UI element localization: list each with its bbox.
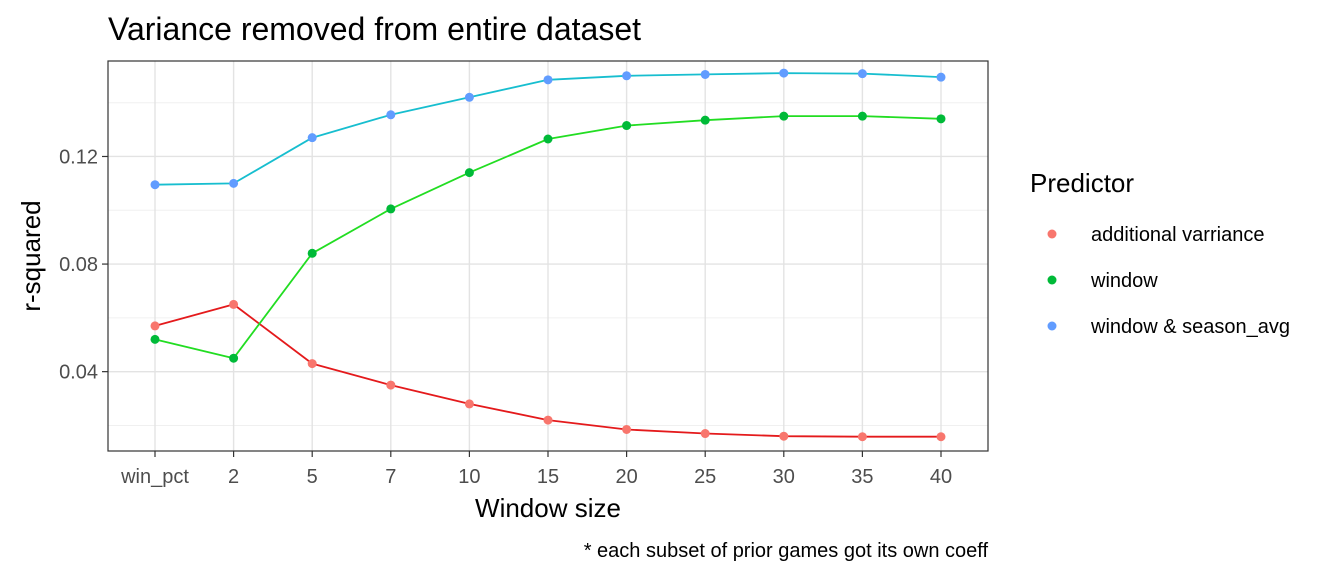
- series-points: [150, 68, 946, 442]
- data-point: [464, 399, 474, 409]
- legend: additional varriance window window & seaso…: [1047, 224, 1290, 338]
- data-point: [779, 111, 789, 121]
- data-point: [936, 432, 946, 442]
- data-point: [543, 134, 553, 144]
- data-point: [857, 432, 867, 442]
- x-tick-label: 2: [228, 466, 239, 488]
- legend-label: window & season_avg: [1090, 316, 1290, 338]
- legend-key: [1047, 229, 1057, 239]
- x-tick-label: 30: [773, 466, 795, 488]
- data-point: [150, 180, 160, 190]
- data-point: [464, 168, 474, 178]
- data-point: [386, 110, 396, 120]
- x-tick-label: 40: [930, 466, 952, 488]
- data-point: [936, 114, 946, 124]
- data-point: [150, 334, 160, 344]
- data-point: [307, 248, 317, 258]
- x-tick-label: 7: [385, 466, 396, 488]
- legend-key: [1047, 275, 1057, 285]
- legend-label: additional varriance: [1091, 224, 1264, 246]
- data-point: [622, 424, 632, 434]
- y-tick-label: 0.04: [59, 362, 98, 384]
- y-axis: 0.04 0.08 0.12: [59, 146, 108, 384]
- data-point: [622, 71, 632, 81]
- data-point: [229, 178, 239, 188]
- x-tick-label: 10: [458, 466, 480, 488]
- legend-title: Predictor: [1030, 168, 1134, 198]
- x-tick-label: win_pct: [120, 466, 189, 488]
- legend-key: [1047, 321, 1057, 331]
- x-tick-label: 35: [851, 466, 873, 488]
- x-axis: win_pct 2 5 7 10 15 20 25 30 35 40: [120, 451, 952, 488]
- y-axis-title: r-squared: [16, 200, 46, 311]
- data-point: [700, 69, 710, 79]
- data-point: [386, 204, 396, 214]
- data-point: [857, 111, 867, 121]
- chart-caption: * each subset of prior games got its own…: [584, 540, 989, 562]
- x-tick-label: 5: [307, 466, 318, 488]
- data-point: [229, 353, 239, 363]
- x-tick-label: 25: [694, 466, 716, 488]
- chart-title: Variance removed from entire dataset: [108, 11, 641, 47]
- data-point: [386, 380, 396, 390]
- data-point: [307, 133, 317, 143]
- data-point: [229, 299, 239, 309]
- y-tick-label: 0.12: [59, 146, 98, 168]
- data-point: [857, 69, 867, 79]
- data-point: [543, 75, 553, 85]
- data-point: [779, 68, 789, 78]
- x-tick-label: 15: [537, 466, 559, 488]
- data-point: [700, 429, 710, 439]
- data-point: [307, 359, 317, 369]
- y-tick-label: 0.08: [59, 254, 98, 276]
- data-point: [700, 115, 710, 125]
- data-point: [150, 321, 160, 331]
- data-point: [464, 92, 474, 102]
- x-tick-label: 20: [615, 466, 637, 488]
- data-point: [936, 72, 946, 82]
- x-axis-title: Window size: [475, 493, 621, 523]
- data-point: [779, 431, 789, 441]
- data-point: [622, 121, 632, 131]
- data-point: [543, 415, 553, 425]
- legend-label: window: [1090, 270, 1158, 292]
